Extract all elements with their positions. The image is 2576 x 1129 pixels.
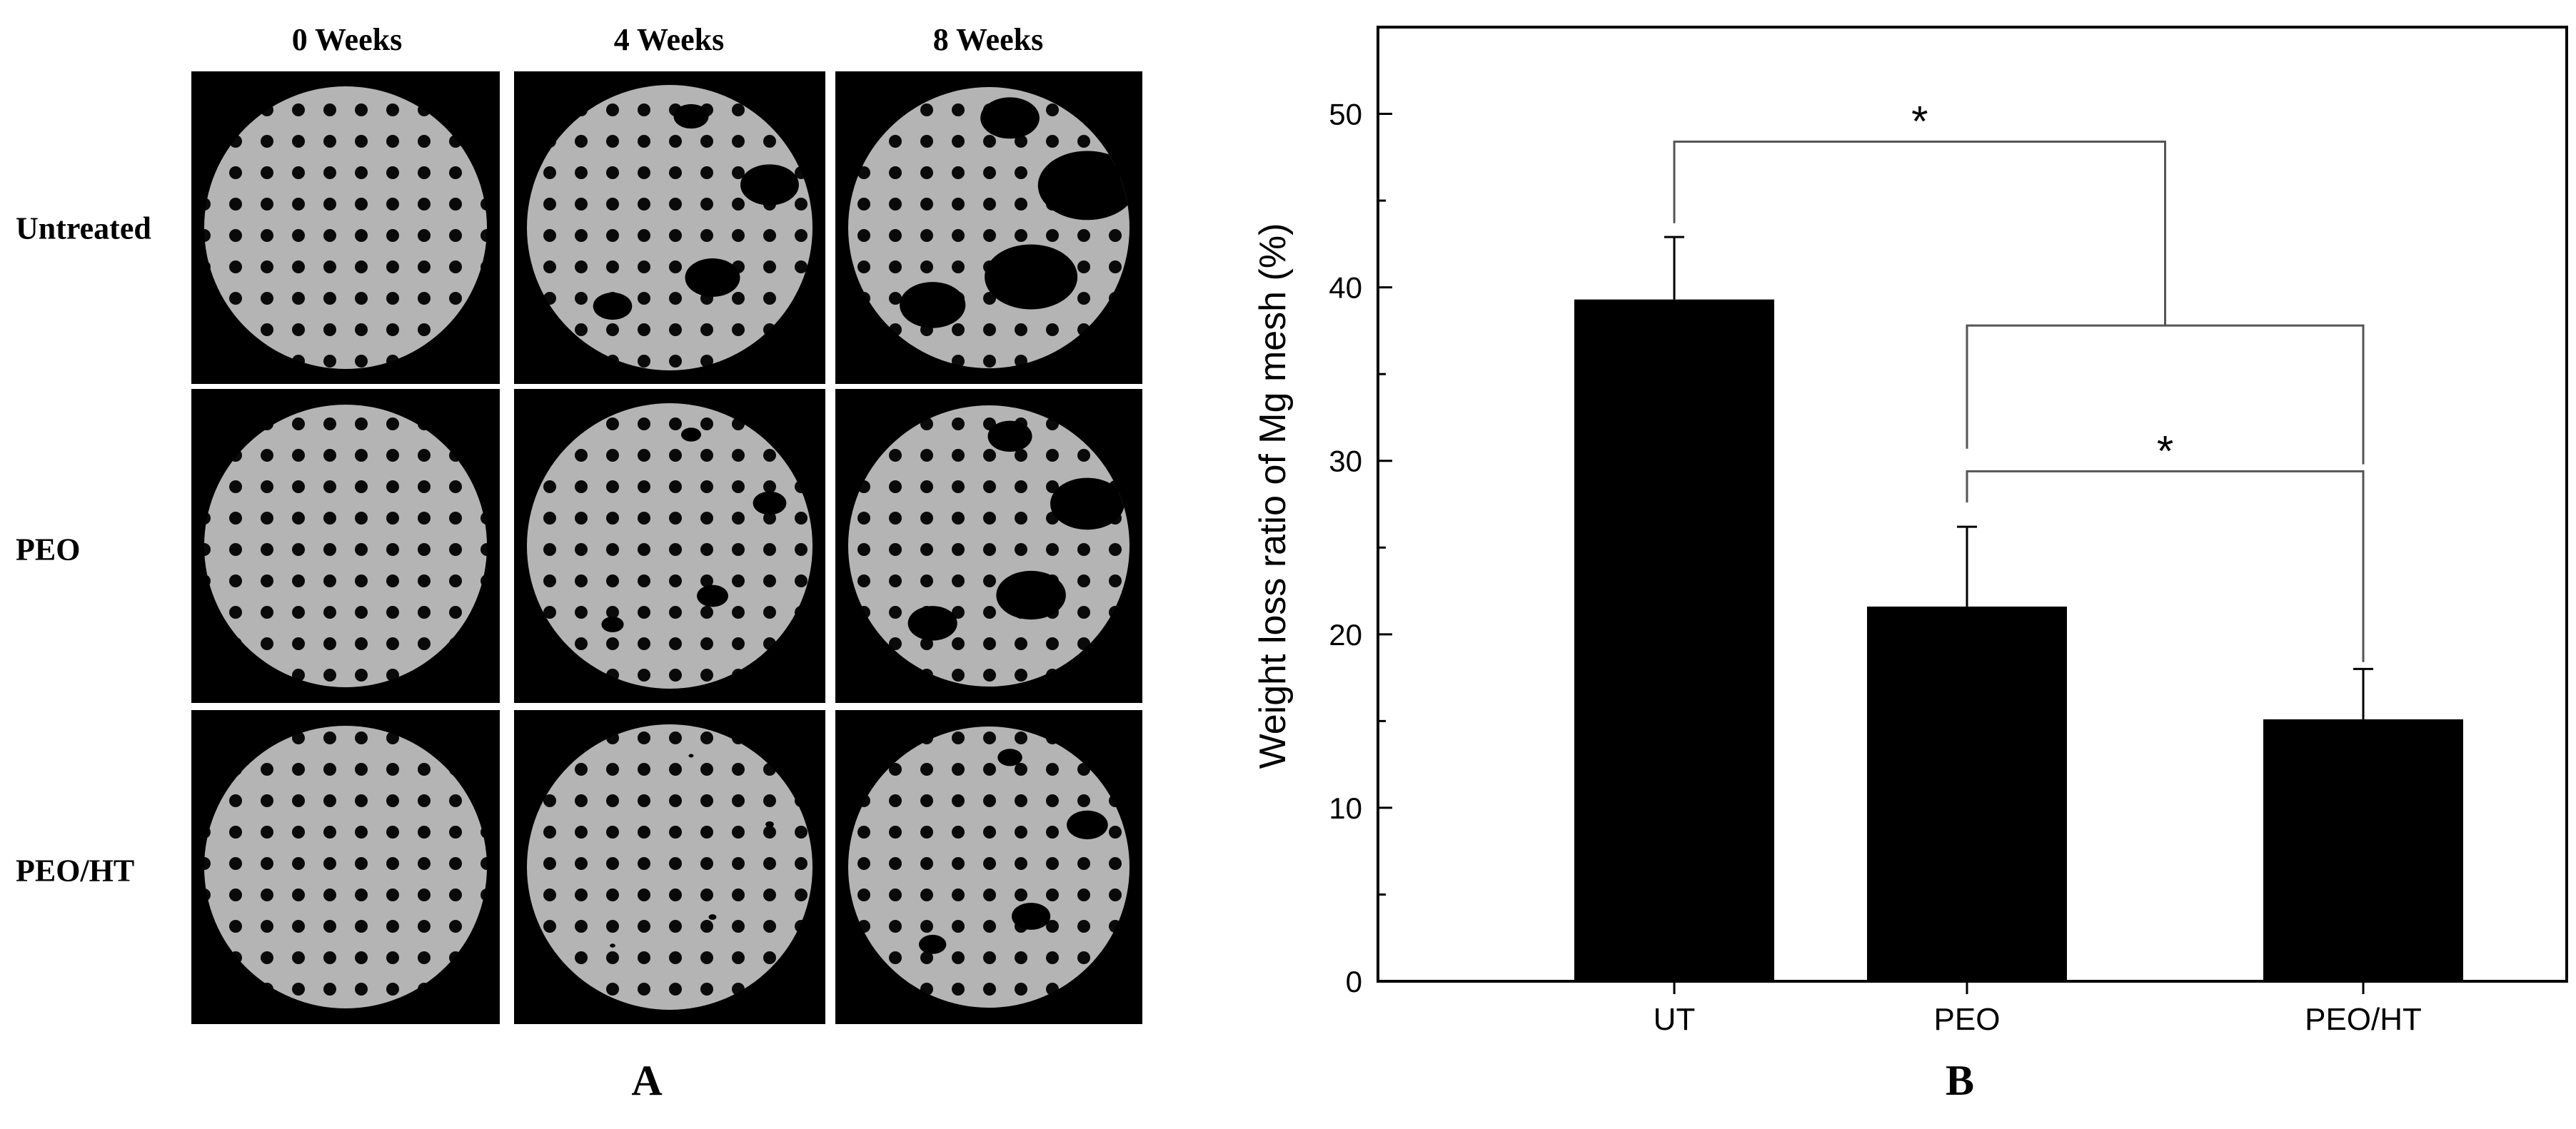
significance-bracket-peo: [1966, 470, 2365, 662]
corrosion-region: [980, 97, 1040, 139]
mesh-disc-surface: [527, 85, 812, 370]
corrosion-region: [985, 244, 1078, 310]
y-tick-label: 10: [1329, 791, 1362, 825]
y-tick-label: 40: [1329, 271, 1362, 305]
mesh-disc-surface: [204, 86, 487, 369]
row-header-untreated: Untreated: [16, 211, 151, 246]
row-header-peo: PEO: [16, 532, 81, 567]
corrosion-region: [996, 570, 1066, 620]
corrosion-region: [1012, 902, 1051, 930]
x-tick-label: UT: [1654, 1002, 1696, 1037]
corrosion-region: [610, 943, 615, 948]
mesh-disc: [848, 726, 1129, 1008]
column-header-8-weeks: 8 Weeks: [932, 22, 1044, 57]
corrosion-region: [987, 420, 1032, 452]
corrosion-region: [681, 427, 701, 442]
y-axis-label: Weight loss ratio of Mg mesh (%): [1252, 223, 1294, 769]
panel-label-b: B: [1945, 1057, 1975, 1104]
mesh-disc-surface: [527, 724, 812, 1010]
corrosion-region: [918, 934, 947, 954]
mesh-disc-surface: [527, 403, 812, 689]
significance-marker: *: [1911, 97, 1928, 145]
mesh-disc: [527, 403, 812, 689]
y-tick-label: 50: [1329, 98, 1362, 131]
column-header-0-weeks: 0 Weeks: [291, 22, 403, 57]
column-header-4-weeks: 4 Weeks: [613, 22, 725, 57]
bar: [1574, 299, 1774, 982]
corrosion-region: [708, 914, 717, 920]
mesh-image-grid: [191, 71, 1142, 1024]
mesh-disc-surface: [204, 405, 487, 687]
corrosion-region: [1067, 810, 1108, 840]
corrosion-region: [697, 584, 728, 607]
mesh-disc-surface: [848, 405, 1129, 687]
mesh-disc: [527, 724, 812, 1010]
corrosion-region: [593, 292, 633, 320]
corrosion-region: [907, 606, 957, 641]
corrosion-region: [688, 754, 694, 758]
y-tick-label: 30: [1329, 445, 1362, 478]
bar: [1867, 606, 2067, 981]
corrosion-region: [765, 821, 774, 828]
y-tick-label: 0: [1346, 965, 1362, 998]
mesh-disc: [527, 85, 812, 370]
y-tick-label: 20: [1329, 618, 1362, 652]
mesh-disc-surface: [848, 726, 1129, 1008]
corrosion-region: [753, 491, 787, 515]
mesh-disc: [848, 405, 1129, 687]
significance-marker: *: [2157, 427, 2173, 475]
mesh-disc: [204, 405, 487, 687]
x-tick-label: PEO/HT: [2305, 1002, 2422, 1037]
row-header-peo-ht: PEO/HT: [16, 853, 135, 888]
corrosion-region: [740, 164, 799, 206]
mesh-disc: [848, 87, 1129, 368]
mesh-disc: [204, 726, 487, 1008]
corrosion-region: [1037, 151, 1129, 221]
corrosion-region: [601, 617, 624, 632]
mesh-disc: [204, 86, 487, 369]
mesh-disc-surface: [204, 726, 487, 1008]
corrosion-region: [900, 282, 966, 328]
mesh-disc-surface: [848, 87, 1129, 368]
corrosion-region: [1050, 477, 1125, 530]
significance-bracket-ut: [1673, 140, 2166, 326]
corrosion-region: [685, 258, 740, 297]
weight-loss-bar-chart: Weight loss ratio of Mg mesh (%) 0 10 20 30…: [1252, 26, 2568, 1037]
corrosion-region: [673, 103, 709, 129]
bar: [2263, 719, 2463, 981]
corrosion-region: [997, 749, 1022, 766]
x-tick-label: PEO: [1934, 1002, 2001, 1037]
panel-label-a: A: [631, 1057, 663, 1104]
